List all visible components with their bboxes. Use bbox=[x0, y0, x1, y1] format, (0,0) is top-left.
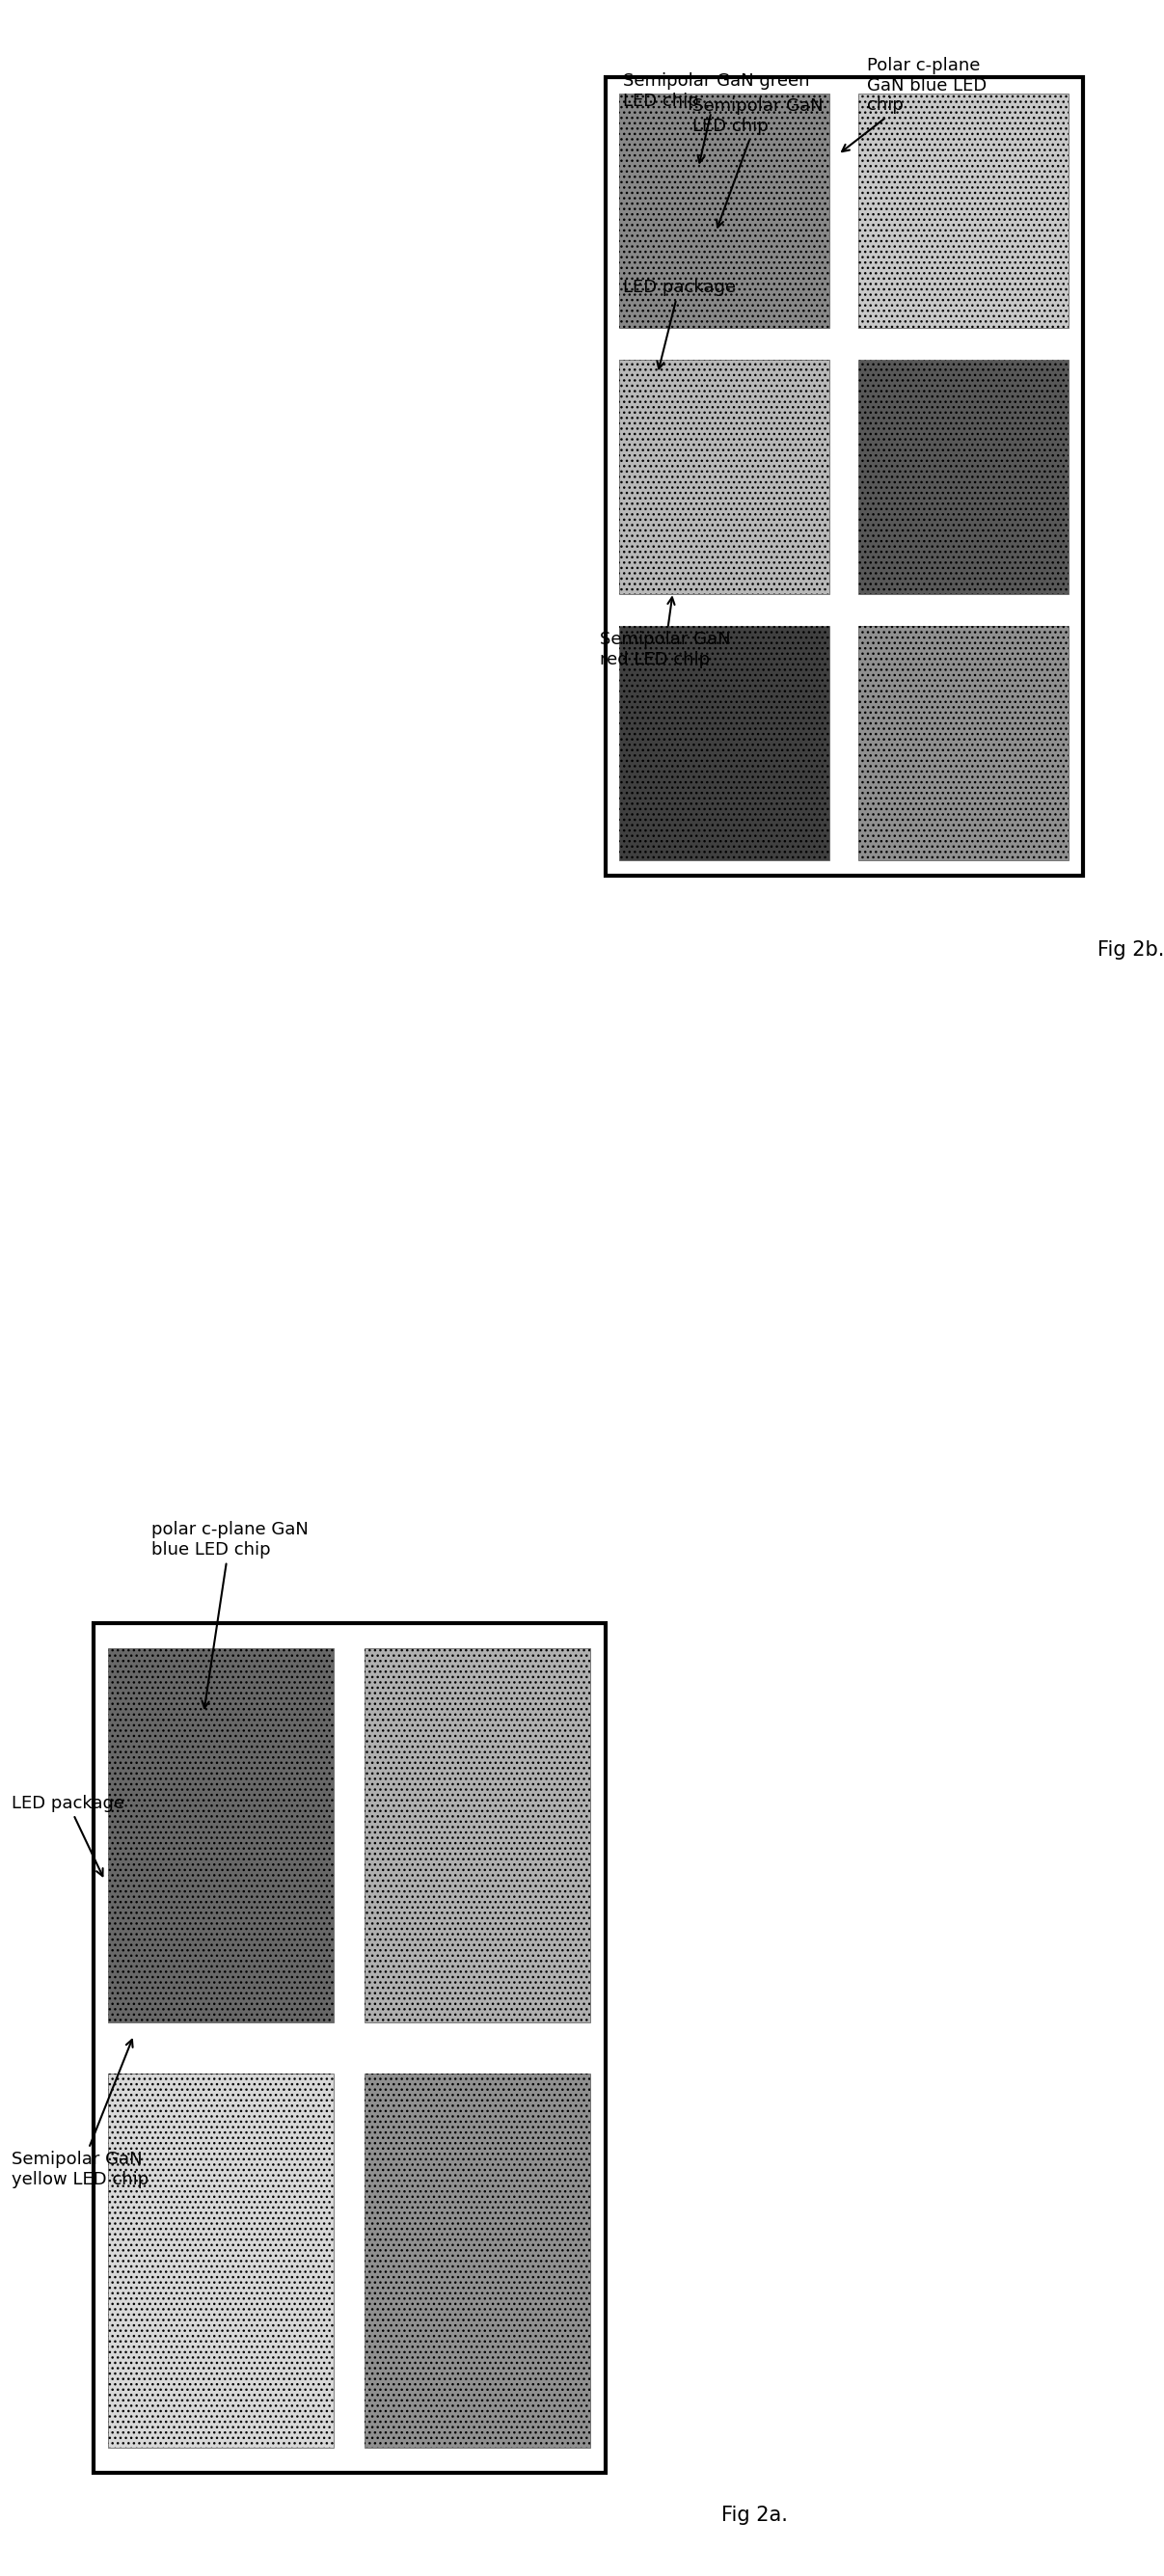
FancyBboxPatch shape bbox=[108, 1649, 334, 2022]
Text: LED package: LED package bbox=[12, 1795, 125, 1875]
Text: polar c-plane GaN
blue LED chip: polar c-plane GaN blue LED chip bbox=[151, 1520, 308, 1708]
Text: LED package: LED package bbox=[623, 278, 736, 368]
FancyBboxPatch shape bbox=[858, 361, 1069, 592]
Text: Fig 2a.: Fig 2a. bbox=[722, 2506, 788, 2524]
Text: Semipolar GaN
yellow LED chip: Semipolar GaN yellow LED chip bbox=[12, 2040, 149, 2190]
FancyBboxPatch shape bbox=[619, 361, 830, 592]
Text: Semipolar GaN
red LED chip: Semipolar GaN red LED chip bbox=[599, 598, 730, 670]
FancyBboxPatch shape bbox=[858, 626, 1069, 860]
Text: Semipolar GaN
LED chip: Semipolar GaN LED chip bbox=[693, 98, 823, 227]
FancyBboxPatch shape bbox=[619, 93, 830, 327]
FancyBboxPatch shape bbox=[108, 2074, 334, 2447]
FancyBboxPatch shape bbox=[364, 2074, 590, 2447]
Text: Fig 2b.: Fig 2b. bbox=[1098, 940, 1164, 958]
FancyBboxPatch shape bbox=[605, 77, 1083, 876]
FancyBboxPatch shape bbox=[858, 93, 1069, 327]
FancyBboxPatch shape bbox=[364, 1649, 590, 2022]
FancyBboxPatch shape bbox=[93, 1623, 605, 2473]
Text: Semipolar GaN green
LED chip: Semipolar GaN green LED chip bbox=[623, 72, 809, 162]
FancyBboxPatch shape bbox=[619, 626, 830, 860]
Text: Polar c-plane
GaN blue LED
chip: Polar c-plane GaN blue LED chip bbox=[842, 57, 987, 152]
